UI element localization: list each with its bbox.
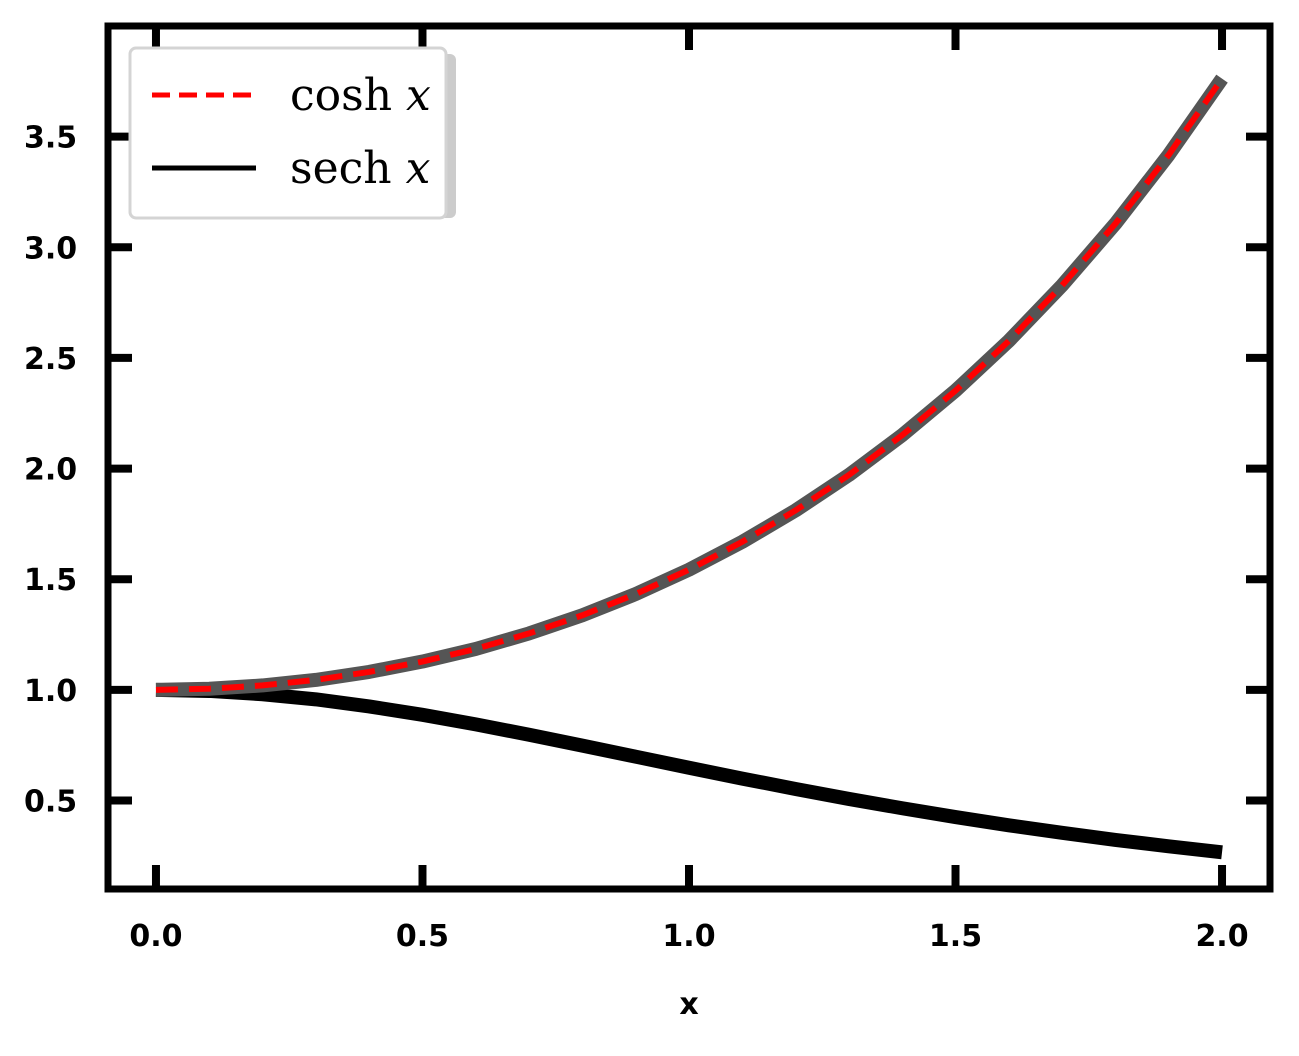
x-axis-label: x — [679, 987, 698, 1022]
legend-box — [128, 46, 448, 220]
series-sech-line — [155, 682, 1223, 860]
x-tick-label: 0.0 — [129, 919, 182, 954]
legend: cosh x sech x — [128, 46, 456, 220]
series-cosh-line — [155, 76, 1225, 693]
x-tick-label: 2.0 — [1195, 919, 1248, 954]
y-tick-label: 2.5 — [24, 342, 77, 377]
y-tick-label: 1.0 — [24, 674, 77, 709]
y-tick-label: 3.0 — [24, 231, 77, 266]
y-tick-label: 1.5 — [24, 563, 77, 598]
x-tick-label: 1.0 — [662, 919, 715, 954]
series-layer — [155, 74, 1228, 860]
x-tick-label: 1.5 — [929, 919, 982, 954]
axes-layer: 0.0 0.5 1.0 1.5 2.0 0.5 1.0 1.5 2.0 2.5 3.0 3.5 — [24, 22, 1274, 954]
x-tick-label: 0.5 — [396, 919, 449, 954]
y-tick-label: 0.5 — [24, 784, 77, 819]
legend-label-sech: sech x — [290, 143, 431, 194]
y-tick-label: 3.5 — [24, 121, 77, 156]
y-tick-label: 2.0 — [24, 453, 77, 488]
legend-label-cosh: cosh x — [290, 70, 431, 121]
